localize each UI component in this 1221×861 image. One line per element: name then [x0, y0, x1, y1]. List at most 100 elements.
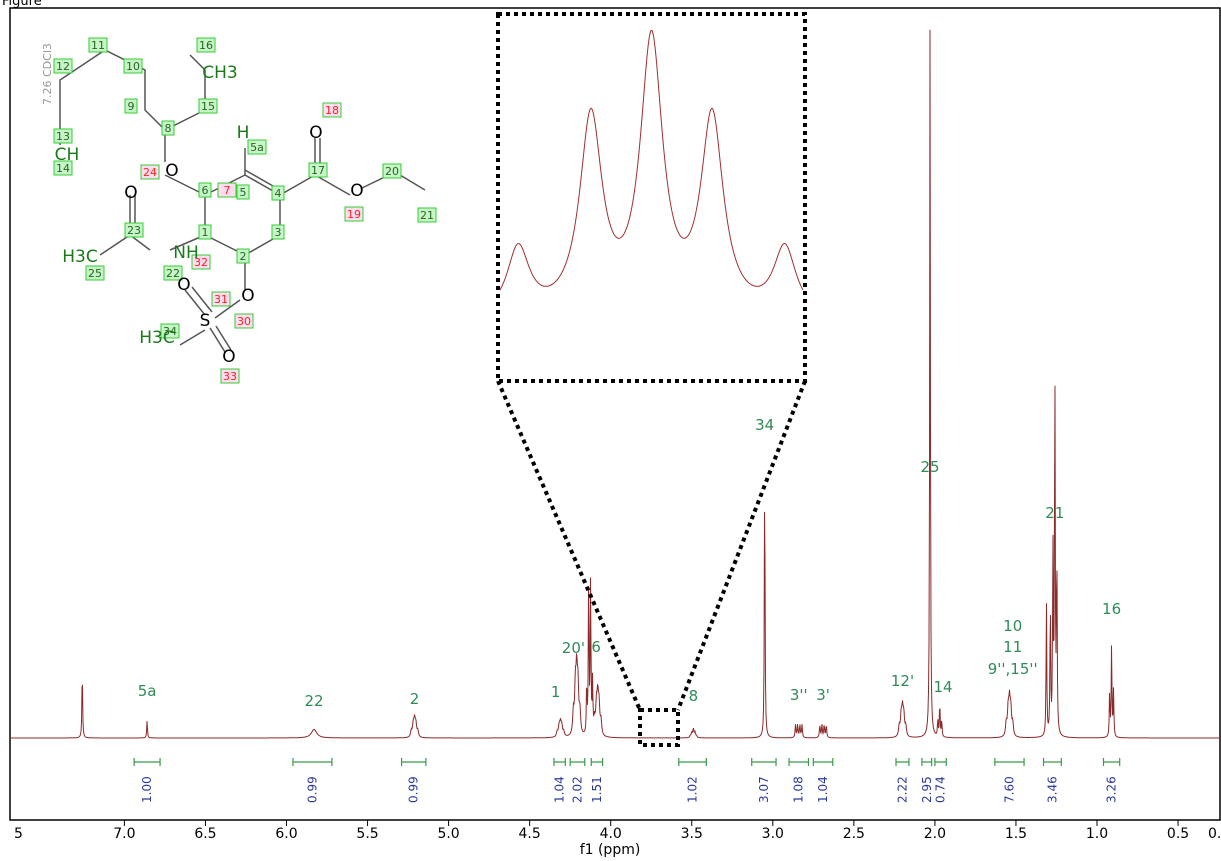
atom-symbol: O: [241, 286, 254, 306]
integral-value: 1.00: [140, 776, 154, 803]
integral-bar: [1102, 758, 1121, 766]
peak-label: 34: [755, 416, 774, 434]
integral-bar: [934, 758, 947, 766]
atom-number-box: [163, 265, 183, 281]
integral-value: 0.99: [407, 776, 421, 803]
atom-symbol: H3C: [62, 247, 97, 267]
atom-symbol: O: [177, 275, 190, 295]
integral-value: 0.99: [305, 776, 319, 803]
atom-number: 14: [56, 162, 70, 175]
atom-number-box: [236, 248, 250, 264]
atom-number: 13: [56, 130, 70, 143]
x-tick-label: 6.0: [275, 826, 297, 842]
x-ticks: 7.0 6.5 6.0 5.5 5.0 4.5 4.0 3.5 3.0 2.5 2.0 1.5 1.0 0…: [113, 820, 1189, 842]
atom-symbol: NH: [173, 243, 199, 263]
x-tick-label: 2.0: [924, 826, 946, 842]
x-tick-label: 4.0: [600, 826, 622, 842]
atom-number-box-red: [211, 291, 231, 307]
atom-symbol: O: [124, 183, 137, 203]
integral-bar: [569, 758, 586, 766]
atom-number: 16: [199, 39, 213, 52]
x-tick-label: 0.5: [1167, 826, 1189, 842]
atom-number-box: [53, 58, 73, 74]
x-tick-label: 1.0: [1086, 826, 1108, 842]
integral-value: 1.08: [792, 776, 806, 803]
peak-label: 20': [562, 639, 585, 657]
integral-value: 2.22: [895, 776, 909, 803]
integral-bar: [590, 758, 604, 766]
zoom-region-box: [638, 708, 680, 747]
atom-number: 23: [127, 224, 141, 237]
integral-value: 3.46: [1045, 776, 1059, 803]
peak-label: 16: [1102, 600, 1121, 618]
integral-value: 1.02: [686, 776, 700, 803]
atom-number-box: [53, 128, 73, 144]
x-tick-label: 2.5: [843, 826, 865, 842]
atom-number-box: [382, 163, 402, 179]
peak-label: 10: [1003, 617, 1022, 635]
atom-number-box: [417, 207, 437, 223]
peak-label: 1: [551, 683, 561, 701]
tick-label-partial-right: 0.: [1208, 826, 1221, 842]
integral-value: 7.60: [1002, 776, 1016, 803]
x-tick-label: 5.0: [437, 826, 459, 842]
atom-number-box: [161, 120, 175, 136]
x-tick-label: 7.0: [113, 826, 135, 842]
inset-box: [496, 12, 807, 383]
atom-number-box-red: [322, 102, 342, 118]
atom-number-red: 33: [223, 370, 237, 383]
peak-label: 5a: [138, 682, 157, 700]
peak-label: 3'': [790, 686, 808, 704]
integral-value: 1.51: [590, 776, 604, 803]
atom-number-box: [308, 162, 328, 178]
atom-number-box: [198, 182, 212, 198]
chemical-structure: [59, 49, 426, 353]
atom-symbol: O: [165, 161, 178, 181]
atom-number: 4: [275, 187, 282, 200]
atom-number: 12: [56, 60, 70, 73]
integral-bar: [994, 758, 1025, 766]
integral-group: 1.00 0.99 0.99 1.04 2.02 1.51 1.02 3.07 1.08 1.04…: [133, 758, 1121, 803]
integral-bar: [895, 758, 910, 766]
x-tick-label: 1.5: [1005, 826, 1027, 842]
integral-value: 1.04: [553, 776, 567, 803]
atom-number: 8: [165, 122, 172, 135]
integral-bar: [292, 758, 333, 766]
atom-number: 21: [420, 209, 434, 222]
tick-label-partial-left: 5: [14, 826, 23, 842]
spectrum-line: [10, 29, 1220, 739]
integral-value: 3.07: [757, 776, 771, 803]
atom-number-red: 31: [214, 293, 228, 306]
integral-value: 3.26: [1105, 776, 1119, 803]
atom-symbol: CH3: [202, 63, 237, 83]
integral-bar: [1042, 758, 1062, 766]
peak-label: 2: [410, 690, 420, 708]
atom-number-box-red: [140, 164, 160, 180]
atom-symbol: H: [237, 123, 250, 143]
atom-symbol: S: [200, 311, 211, 331]
atom-number-red: 18: [325, 104, 339, 117]
peak-label: 14: [933, 678, 952, 696]
atom-number-box: [85, 265, 105, 281]
integral-bar: [788, 758, 810, 766]
atom-number: 2: [240, 250, 247, 263]
atom-number-box-red: [220, 368, 240, 384]
integral-value: 2.95: [920, 776, 934, 803]
plot-frame: [9, 7, 1221, 821]
atom-number-box-red: [344, 206, 364, 222]
peak-label: 21: [1045, 504, 1064, 522]
peak-label: 22: [305, 692, 324, 710]
peak-label: 11: [1003, 638, 1022, 656]
atom-number-box-red: [191, 254, 211, 270]
atom-symbol: O: [222, 347, 235, 367]
inset-spectrum-line: [499, 30, 804, 291]
atom-number: 17: [311, 164, 325, 177]
atom-number-box: [124, 222, 144, 238]
atom-symbol: H3C: [139, 328, 174, 348]
atom-symbol: O: [309, 123, 322, 143]
peak-label: 12': [891, 672, 914, 690]
atom-symbol: CH: [55, 145, 80, 165]
atom-number-red: 24: [143, 166, 157, 179]
atom-number-box: [271, 185, 285, 201]
